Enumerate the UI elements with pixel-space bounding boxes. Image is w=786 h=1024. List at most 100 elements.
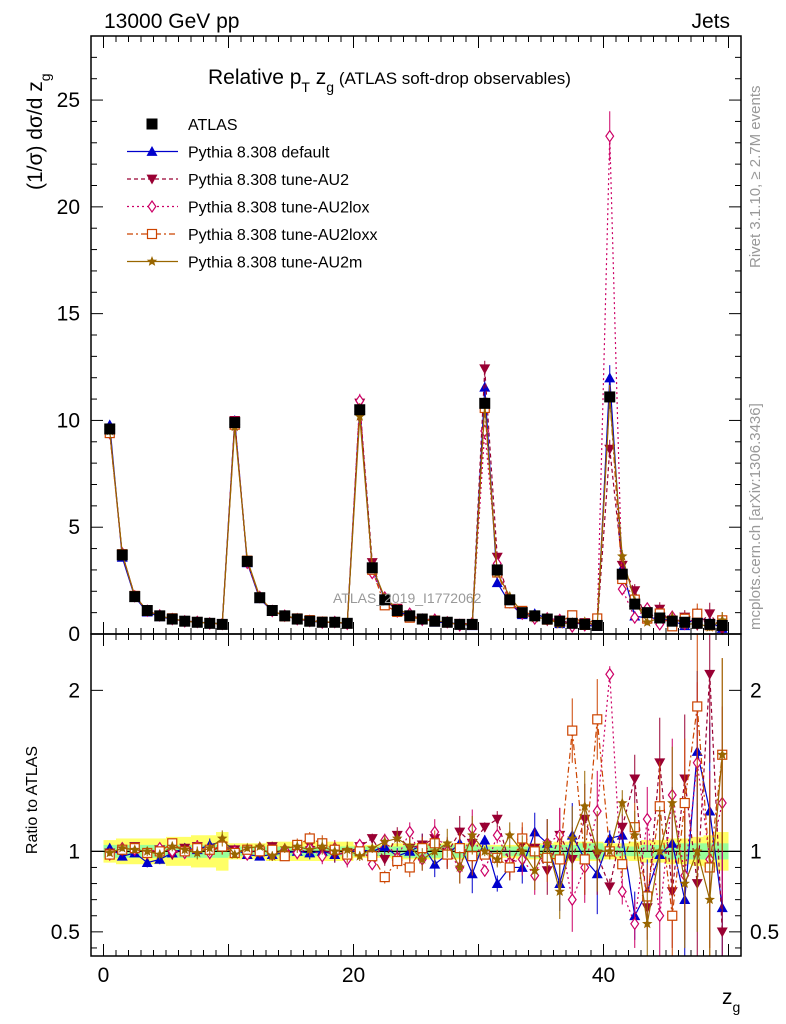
data-point bbox=[667, 797, 678, 808]
data-point bbox=[642, 616, 653, 627]
data-point bbox=[567, 893, 577, 907]
atlas-data-point bbox=[204, 617, 216, 629]
ratio-y-tick-label-right: 0.5 bbox=[750, 921, 779, 944]
atlas-data-point bbox=[129, 591, 141, 603]
data-point bbox=[104, 847, 115, 858]
atlas-data-point bbox=[241, 555, 253, 567]
axes: 0 20 40 0 5 10 15 20 25 0.5 0.5 1 1 2 2 bbox=[51, 35, 779, 987]
data-point bbox=[342, 844, 353, 855]
data-point bbox=[379, 872, 390, 883]
data-point bbox=[604, 882, 616, 893]
data-point bbox=[567, 833, 578, 843]
data-point bbox=[630, 917, 640, 931]
data-point bbox=[304, 833, 315, 844]
legend-entry: Pythia 8.308 tune-AU2loxx bbox=[127, 227, 377, 244]
atlas-data-point bbox=[704, 618, 716, 630]
data-point bbox=[142, 845, 153, 856]
data-point bbox=[617, 582, 627, 596]
data-point bbox=[617, 885, 627, 899]
y-tick-label: 5 bbox=[68, 516, 80, 539]
data-point bbox=[605, 667, 615, 681]
atlas-data-point bbox=[516, 607, 528, 619]
ratio-y-tick-label-right: 2 bbox=[750, 679, 762, 702]
atlas-data-point bbox=[254, 592, 266, 604]
atlas-data-point bbox=[416, 613, 428, 625]
legend-marker bbox=[146, 228, 158, 240]
data-point bbox=[491, 577, 503, 588]
data-point bbox=[329, 845, 340, 856]
data-point bbox=[392, 833, 403, 843]
atlas-data-point bbox=[379, 594, 391, 606]
data-point bbox=[716, 927, 728, 938]
atlas-data-point bbox=[541, 613, 553, 625]
data-point bbox=[129, 844, 140, 855]
data-point bbox=[479, 822, 491, 833]
atlas-data-point bbox=[691, 617, 703, 629]
series-2-ratio bbox=[104, 634, 728, 956]
atlas-data-point bbox=[604, 391, 616, 403]
ratio-y-tick-label-left: 1 bbox=[68, 840, 80, 863]
atlas-data-point bbox=[404, 610, 416, 622]
data-point bbox=[167, 841, 178, 851]
atlas-data-point bbox=[579, 618, 591, 630]
atlas-data-point bbox=[354, 404, 366, 416]
series-line bbox=[109, 396, 723, 628]
x-tick-label: 0 bbox=[98, 964, 110, 987]
data-point bbox=[254, 841, 265, 851]
data-point bbox=[630, 611, 640, 625]
data-point bbox=[492, 828, 502, 842]
legend-label: Pythia 8.308 tune-AU2 bbox=[188, 172, 349, 189]
data-point bbox=[192, 847, 203, 858]
atlas-data-point bbox=[229, 417, 241, 429]
data-point bbox=[692, 608, 703, 619]
legend-entry: Pythia 8.308 tune-AU2 bbox=[127, 172, 349, 189]
data-point bbox=[454, 862, 465, 872]
series-5-ratio bbox=[104, 658, 728, 956]
y-axis-label: (1/σ) dσ/d zg bbox=[24, 73, 53, 190]
data-point bbox=[667, 910, 678, 921]
data-point bbox=[679, 878, 690, 888]
data-point bbox=[491, 878, 503, 888]
series-line bbox=[109, 674, 723, 932]
atlas-data-point bbox=[316, 616, 328, 628]
data-point bbox=[429, 845, 440, 856]
data-point bbox=[204, 842, 215, 853]
data-point bbox=[492, 853, 503, 864]
data-point bbox=[655, 909, 665, 923]
data-point bbox=[480, 864, 490, 878]
chart-title: Relative pT zg (ATLAS soft-drop observab… bbox=[208, 66, 571, 95]
atlas-data bbox=[104, 391, 728, 631]
data-point bbox=[279, 842, 290, 853]
data-point bbox=[379, 855, 391, 865]
ratio-y-tick-label-right: 1 bbox=[750, 840, 762, 863]
data-point bbox=[617, 550, 628, 561]
x-tick-label: 20 bbox=[342, 964, 365, 987]
data-point bbox=[404, 862, 415, 873]
y-tick-label: 15 bbox=[57, 303, 80, 326]
data-point bbox=[242, 842, 253, 853]
data-point bbox=[604, 372, 616, 383]
atlas-data-point bbox=[116, 549, 128, 561]
atlas-data-point bbox=[429, 615, 441, 627]
data-point bbox=[417, 853, 428, 864]
data-point bbox=[317, 841, 328, 851]
atlas-data-point bbox=[654, 612, 666, 624]
data-point bbox=[454, 843, 465, 854]
atlas-data-point bbox=[154, 610, 166, 622]
y-tick-label: 0 bbox=[68, 623, 80, 646]
header-left: 13000 GeV pp bbox=[104, 10, 239, 33]
data-point bbox=[629, 586, 641, 597]
data-point bbox=[692, 701, 703, 712]
legend-label: Pythia 8.308 default bbox=[188, 145, 330, 162]
atlas-data-point bbox=[554, 615, 566, 627]
data-point bbox=[704, 669, 716, 680]
data-point bbox=[517, 845, 528, 856]
atlas-data-point bbox=[279, 610, 291, 622]
data-point bbox=[692, 845, 703, 856]
atlas-data-point bbox=[491, 564, 503, 576]
data-point bbox=[404, 841, 415, 851]
data-point bbox=[229, 849, 240, 859]
y-tick-label: 10 bbox=[57, 409, 80, 432]
atlas-data-point bbox=[179, 615, 191, 627]
data-point bbox=[579, 800, 590, 811]
